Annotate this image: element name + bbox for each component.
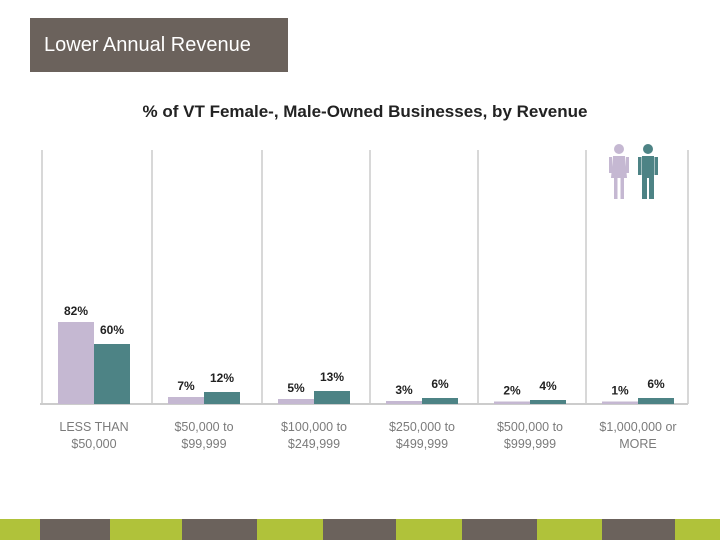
category-label: $100,000 to xyxy=(281,420,347,434)
category-label: $50,000 to xyxy=(174,420,233,434)
footer-segment xyxy=(602,519,675,540)
data-label-female: 5% xyxy=(287,381,305,395)
bar-female xyxy=(494,401,530,404)
data-label-male: 6% xyxy=(647,377,665,391)
bar-female xyxy=(278,399,314,404)
bar-male xyxy=(314,391,350,404)
data-label-male: 13% xyxy=(320,370,344,384)
female-person-icon xyxy=(609,144,629,199)
footer-segment xyxy=(0,519,40,540)
category-label: $500,000 to xyxy=(497,420,563,434)
footer-segment xyxy=(396,519,462,540)
header-title: Lower Annual Revenue xyxy=(44,34,251,56)
data-label-female: 3% xyxy=(395,383,413,397)
male-person-icon xyxy=(638,144,658,199)
bar-male xyxy=(422,398,458,404)
bar-male xyxy=(638,398,674,404)
footer-decoration xyxy=(0,519,720,540)
data-label-male: 12% xyxy=(210,371,234,385)
category-label: $50,000 xyxy=(71,437,116,451)
data-label-female: 82% xyxy=(64,304,88,318)
data-label-female: 7% xyxy=(177,379,195,393)
bar-male xyxy=(204,392,240,404)
header-banner: Lower Annual Revenue xyxy=(30,18,288,72)
footer-segment xyxy=(257,519,323,540)
data-label-male: 6% xyxy=(431,377,449,391)
category-label: MORE xyxy=(619,437,657,451)
footer-segment xyxy=(182,519,257,540)
category-label: $249,999 xyxy=(288,437,340,451)
bar-female xyxy=(58,322,94,404)
category-label: $1,000,000 or xyxy=(599,420,676,434)
bar-chart: 82% 60% LESS THAN $50,000 7% 12% $50,000 to $99… xyxy=(40,144,689,451)
bar-female xyxy=(168,397,204,404)
footer-segment xyxy=(462,519,537,540)
category-label: $999,999 xyxy=(504,437,556,451)
data-label-female: 1% xyxy=(611,384,629,398)
data-label-male: 60% xyxy=(100,323,124,337)
footer-segment xyxy=(675,519,720,540)
chart-title: % of VT Female-, Male-Owned Businesses, … xyxy=(142,102,588,121)
bar-female xyxy=(386,401,422,404)
bar-male xyxy=(530,400,566,404)
data-label-female: 2% xyxy=(503,384,521,398)
bar-male xyxy=(94,344,130,404)
data-label-male: 4% xyxy=(539,379,557,393)
category-label: $99,999 xyxy=(181,437,226,451)
category-label: LESS THAN xyxy=(59,420,128,434)
category-label: $499,999 xyxy=(396,437,448,451)
footer-segment xyxy=(537,519,602,540)
footer-segment xyxy=(110,519,182,540)
footer-segment xyxy=(40,519,110,540)
category-label: $250,000 to xyxy=(389,420,455,434)
bar-female xyxy=(602,401,638,404)
footer-segment xyxy=(323,519,396,540)
